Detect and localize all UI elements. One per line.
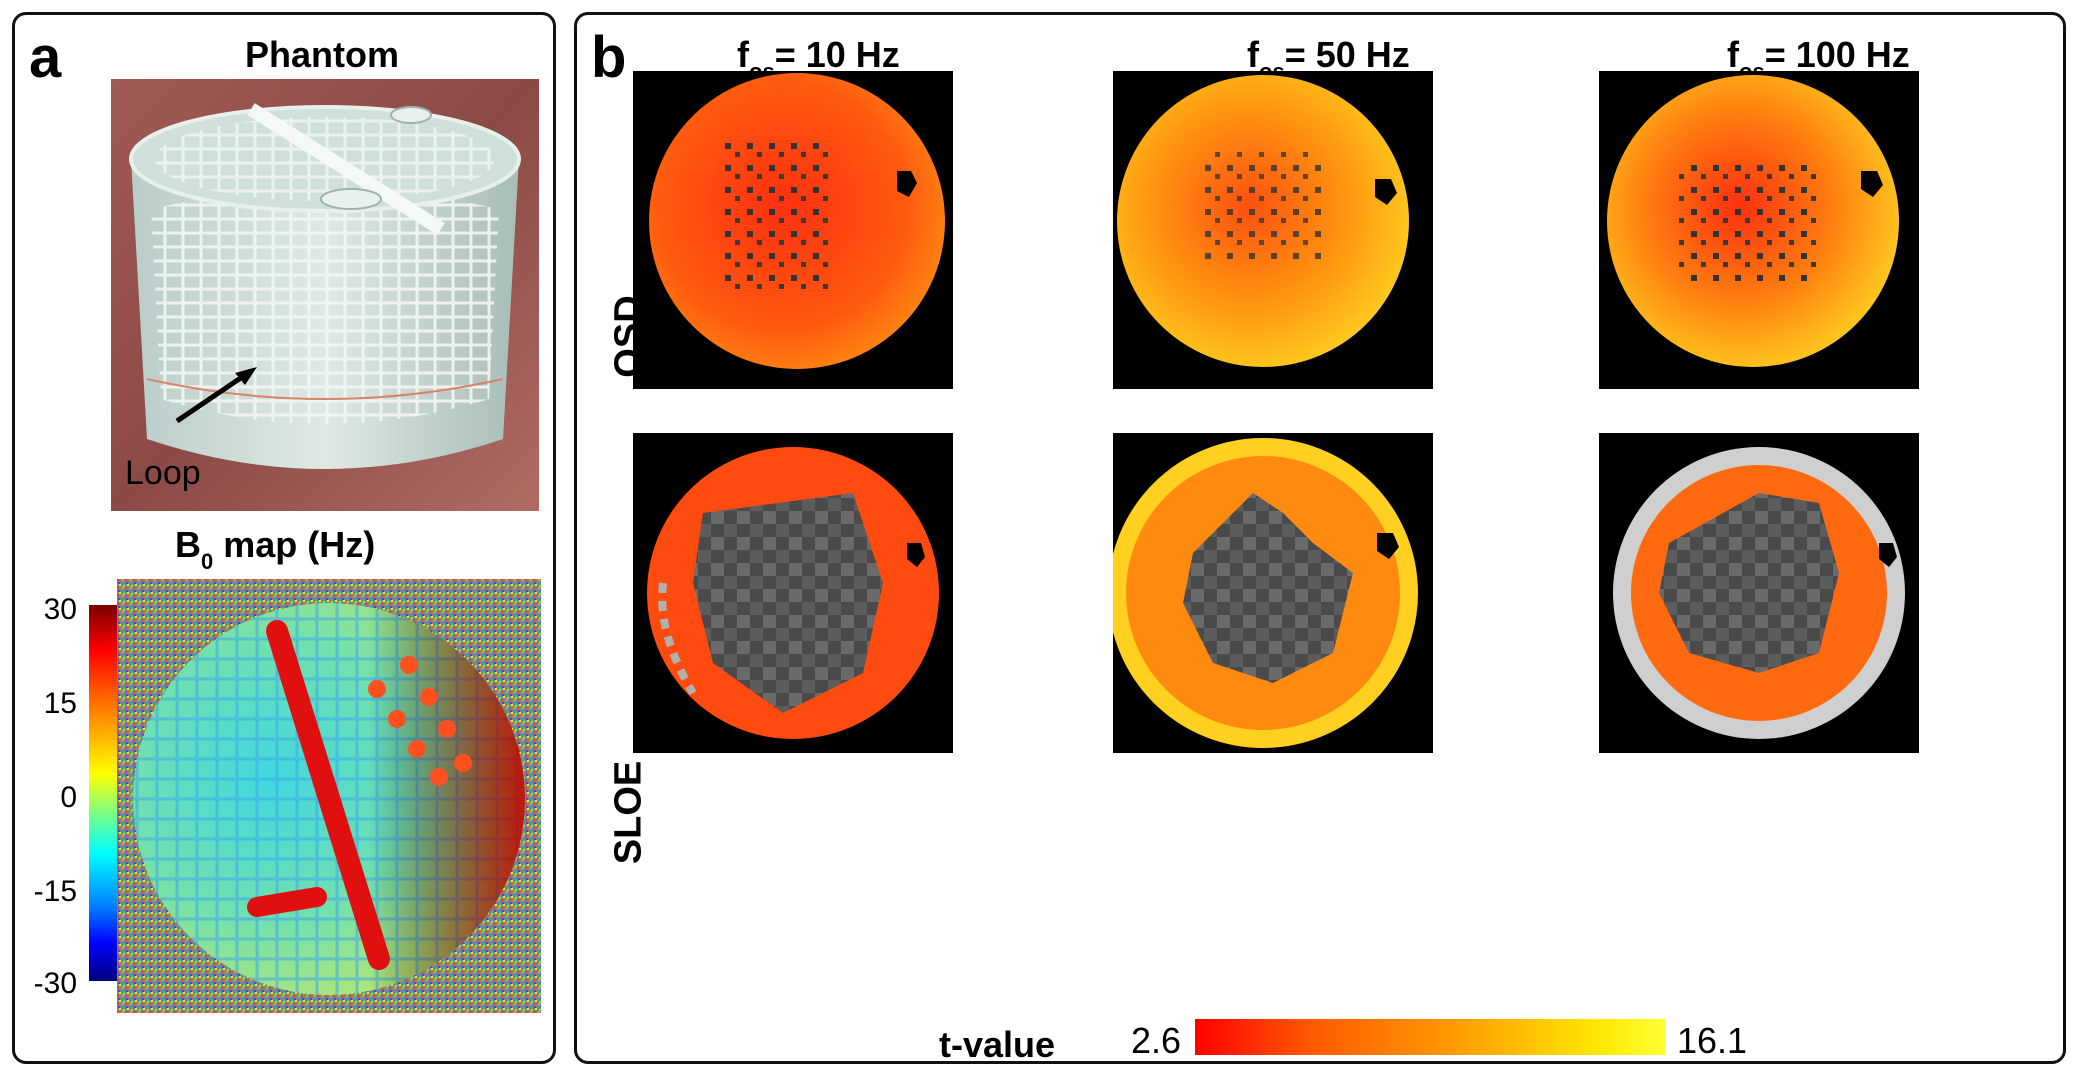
panel-a-letter: a bbox=[29, 25, 62, 90]
b0-tick-0: 0 bbox=[60, 781, 77, 814]
b0-tick-neg30: -30 bbox=[33, 967, 77, 1000]
row-label-sloe: SLOE bbox=[607, 760, 650, 865]
loop-label: Loop bbox=[125, 454, 201, 492]
col2-rest: = 50 Hz bbox=[1284, 34, 1410, 75]
sloe-map-100hz bbox=[1599, 433, 1919, 753]
col3-f: f bbox=[1727, 34, 1739, 75]
osd-map-100hz bbox=[1599, 71, 1919, 389]
col1-f: f bbox=[737, 34, 749, 75]
panel-a: a Phantom Loop bbox=[12, 12, 556, 1064]
sloe-map-10hz bbox=[633, 433, 953, 753]
col3-rest: = 100 Hz bbox=[1764, 34, 1910, 75]
osd-map-10hz bbox=[633, 71, 953, 389]
b0-tick-30: 30 bbox=[43, 593, 77, 626]
b0-tick-15: 15 bbox=[43, 687, 77, 720]
tvalue-colorbar bbox=[1195, 1019, 1665, 1055]
sloe-map-50hz bbox=[1113, 433, 1433, 753]
b0-title-b: B bbox=[175, 524, 201, 565]
phantom-title: Phantom bbox=[245, 34, 400, 75]
tvalue-min: 2.6 bbox=[1131, 1020, 1182, 1061]
b0-colorbar bbox=[89, 605, 117, 981]
b0-title-sub: 0 bbox=[201, 549, 214, 574]
b0-tick-neg15: -15 bbox=[33, 875, 77, 908]
b0-title-rest: map (Hz) bbox=[213, 524, 376, 565]
b0-map-title: B0 map (Hz) bbox=[175, 524, 376, 573]
col1-rest: = 10 Hz bbox=[774, 34, 900, 75]
b0-map-image bbox=[117, 579, 541, 1013]
col2-f: f bbox=[1247, 34, 1259, 75]
column-header-50hz: fos= 50 Hz bbox=[1247, 34, 1410, 83]
tvalue-max: 16.1 bbox=[1677, 1020, 1748, 1061]
column-header-10hz: fos= 10 Hz bbox=[737, 34, 900, 83]
panel-b-letter: b bbox=[591, 25, 627, 90]
column-header-100hz: fos= 100 Hz bbox=[1727, 34, 1910, 83]
panel-b: b fos= 10 Hz fos= 50 Hz fos= 100 Hz OSD … bbox=[574, 12, 2066, 1064]
tvalue-label: t-value bbox=[939, 1024, 1056, 1065]
osd-map-50hz bbox=[1113, 71, 1433, 389]
phantom-photo: Loop bbox=[111, 79, 539, 511]
